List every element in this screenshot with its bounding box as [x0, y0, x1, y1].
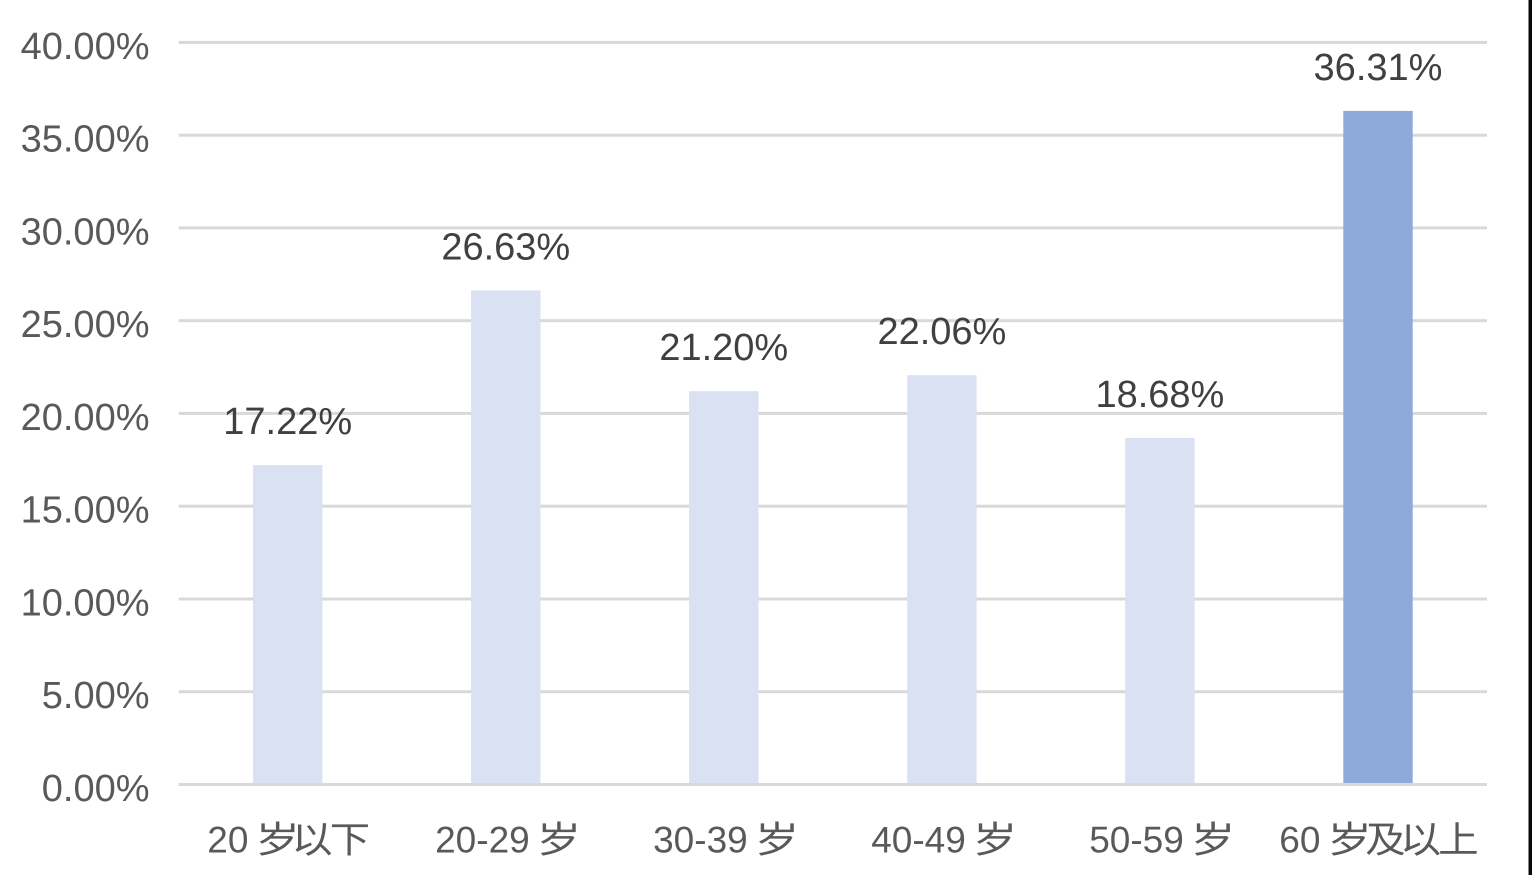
svg-text:0.00%: 0.00%: [42, 768, 150, 810]
svg-text:40-49: 40-49: [871, 820, 966, 861]
svg-text:20-29: 20-29: [435, 820, 530, 861]
svg-text:22.06%: 22.06%: [877, 311, 1006, 353]
svg-text:25.00%: 25.00%: [21, 304, 150, 346]
svg-text:30.00%: 30.00%: [21, 211, 150, 253]
svg-text:36.31%: 36.31%: [1314, 47, 1443, 89]
svg-text:60: 60: [1279, 820, 1320, 861]
svg-text:21.20%: 21.20%: [659, 327, 788, 369]
svg-text:15.00%: 15.00%: [21, 490, 150, 532]
svg-text:5.00%: 5.00%: [42, 675, 150, 717]
svg-text:35.00%: 35.00%: [21, 119, 150, 161]
svg-text:40.00%: 40.00%: [21, 26, 150, 68]
svg-text:17.22%: 17.22%: [223, 401, 352, 443]
svg-text:20.00%: 20.00%: [21, 397, 150, 439]
svg-text:20: 20: [207, 820, 248, 861]
svg-text:10.00%: 10.00%: [21, 583, 150, 625]
svg-text:26.63%: 26.63%: [441, 226, 570, 268]
svg-text:30-39: 30-39: [653, 820, 748, 861]
svg-text:50-59: 50-59: [1089, 820, 1184, 861]
svg-text:18.68%: 18.68%: [1095, 374, 1224, 416]
